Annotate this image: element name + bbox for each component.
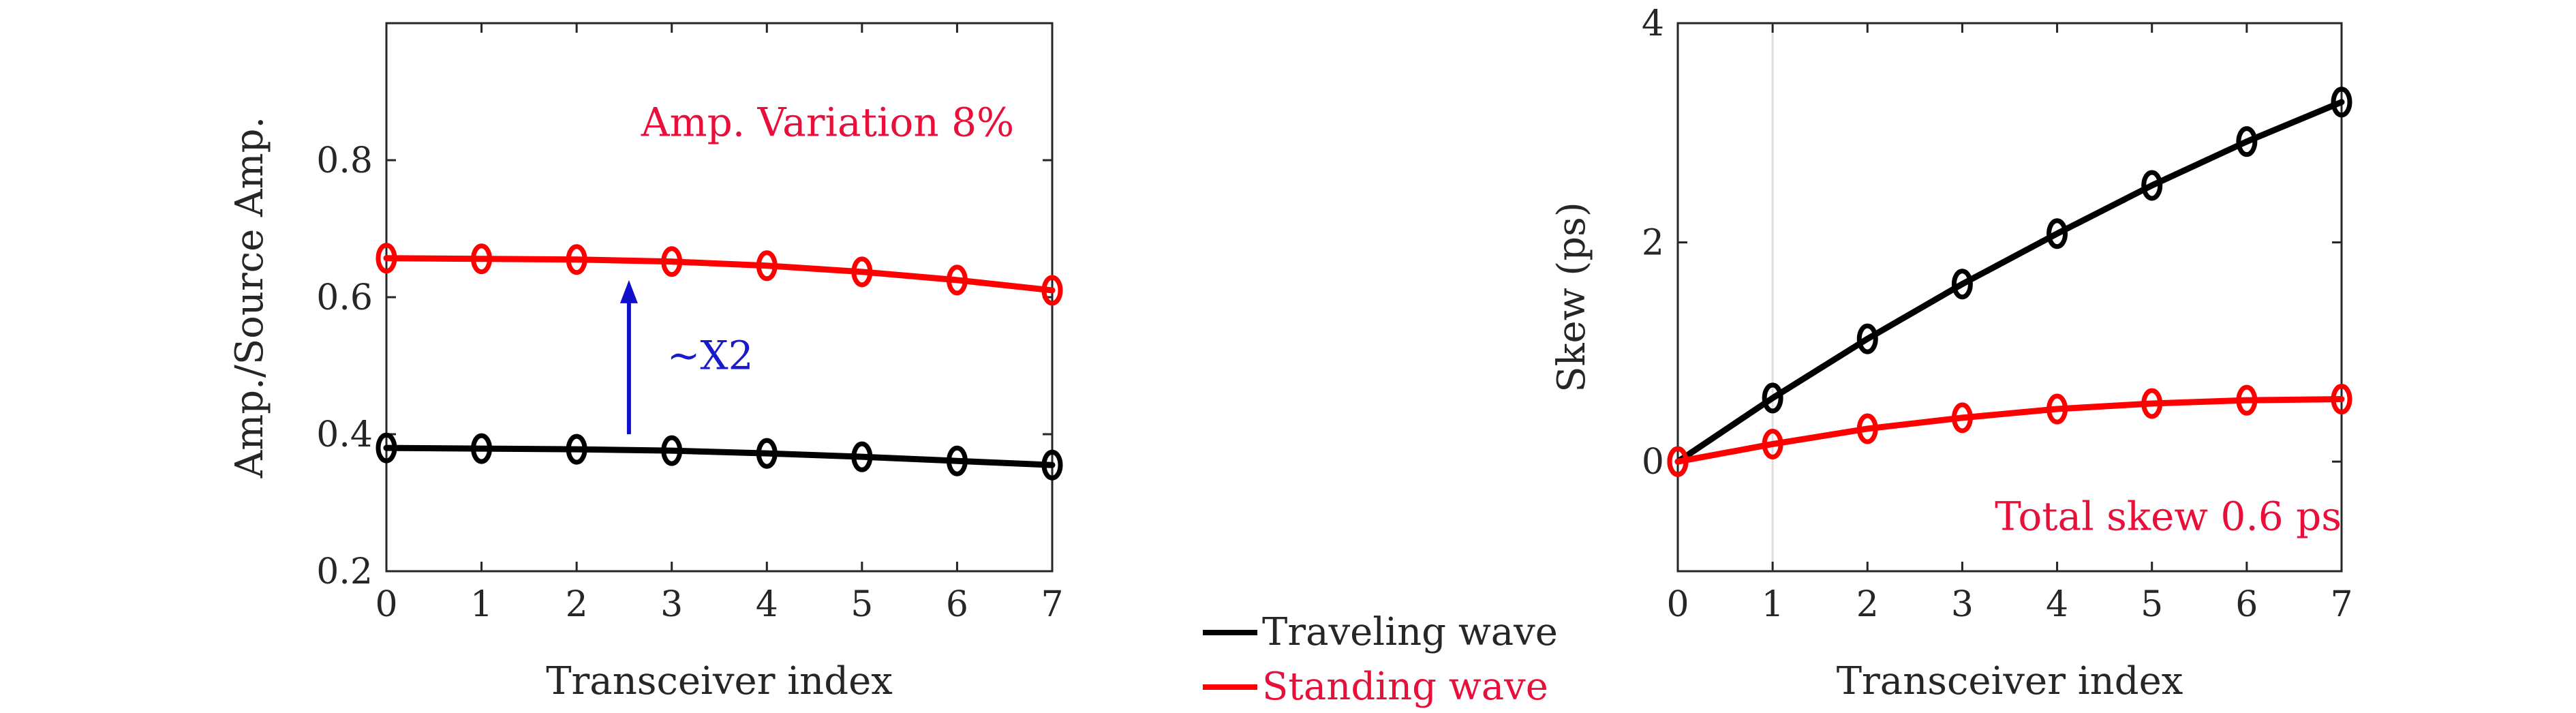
data-point-traveling-wave [1762, 382, 1783, 414]
legend-label-standing-wave: Standing wave [1262, 665, 1548, 709]
annotation-label: Amp. Variation 8% [641, 100, 1014, 146]
data-point-traveling-wave [2331, 87, 2352, 118]
x-tick-label: 5 [2141, 584, 2163, 625]
data-point-standing-wave [375, 243, 397, 274]
data-point-traveling-wave [2236, 126, 2258, 157]
data-point-traveling-wave [756, 438, 778, 469]
data-point-standing-wave [2046, 393, 2068, 425]
x-tick-label: 4 [2046, 584, 2068, 625]
x-tick-label: 2 [566, 584, 588, 625]
data-point-traveling-wave [851, 441, 873, 472]
amplitude-chart: 0 1 2 3 4 5 6 7 0.2 0.4 0.6 0.8 Transceiver index Amp… [228, 22, 1064, 703]
y-tick-label: 0.2 [316, 551, 373, 592]
series-line-traveling-wave [383, 444, 1056, 468]
x-tick-label: 6 [2235, 584, 2258, 625]
y-tick-label: 0.4 [316, 414, 373, 455]
data-point-traveling-wave [1951, 269, 1973, 300]
data-point-traveling-wave [946, 445, 968, 476]
y-axis-title: Amp./Source Amp. [228, 117, 272, 479]
data-point-standing-wave [1762, 428, 1783, 459]
y-tick-label: 0.8 [316, 140, 373, 181]
x-tick-label: 4 [756, 584, 778, 625]
data-point-traveling-wave [661, 435, 683, 466]
data-point-standing-wave [1856, 413, 1878, 444]
data-point-standing-wave [1951, 402, 1973, 434]
legend: Traveling wave Standing wave [1203, 610, 1558, 709]
y-tick-label: 0 [1642, 442, 1664, 483]
x-tick-label: 1 [1762, 584, 1784, 625]
y-tick-label: 0.6 [316, 277, 373, 318]
annotation-label: ~X2 [667, 332, 754, 378]
x-tick-label: 7 [1041, 584, 1063, 625]
y-tick-label: 4 [1642, 3, 1664, 44]
data-point-traveling-wave [471, 433, 493, 464]
skew-chart: 0 1 2 3 4 5 6 7 0 2 4 Transceiver index Skew (ps) Tot… [1550, 3, 2353, 703]
data-point-standing-wave [2331, 384, 2352, 415]
legend-label-traveling-wave: Traveling wave [1262, 610, 1558, 654]
data-point-traveling-wave [1041, 449, 1063, 481]
x-tick-label: 0 [375, 584, 397, 625]
data-point-traveling-wave [2141, 170, 2163, 201]
data-point-standing-wave [661, 246, 683, 277]
x-tick-label: 6 [946, 584, 968, 625]
series-line-traveling-wave [1674, 99, 2345, 465]
y-axis-title: Skew (ps) [1550, 202, 1594, 392]
data-point-standing-wave [566, 244, 587, 275]
x-tick-label: 3 [660, 584, 683, 625]
data-point-standing-wave [471, 243, 493, 275]
x-axis-title: Transceiver index [1837, 659, 2183, 703]
x-tick-label: 1 [470, 584, 493, 625]
plot-area [385, 22, 1054, 573]
data-point-standing-wave [1667, 446, 1689, 477]
data-point-traveling-wave [375, 432, 397, 464]
x-axis-title: Transceiver index [546, 659, 893, 703]
y-tick-label: 2 [1642, 223, 1664, 264]
x-tick-label: 2 [1856, 584, 1879, 625]
x-tick-label: 0 [1666, 584, 1689, 625]
x-tick-label: 7 [2330, 584, 2352, 625]
data-point-standing-wave [946, 264, 968, 296]
series-line-standing-wave [1674, 396, 2345, 465]
data-point-traveling-wave [2046, 218, 2068, 249]
series-line-standing-wave [383, 255, 1056, 294]
data-point-standing-wave [851, 256, 873, 288]
data-point-standing-wave [1041, 275, 1063, 306]
arrow-head [619, 279, 638, 303]
plot-area [1676, 22, 2343, 573]
data-point-standing-wave [756, 250, 778, 282]
data-point-standing-wave [2141, 388, 2163, 419]
annotation-label: Total skew 0.6 ps [1995, 494, 2342, 540]
data-point-traveling-wave [1856, 323, 1878, 354]
x-tick-label: 5 [850, 584, 873, 625]
x-tick-label: 3 [1951, 584, 1974, 625]
data-point-traveling-wave [566, 434, 587, 465]
data-point-standing-wave [2236, 384, 2258, 416]
